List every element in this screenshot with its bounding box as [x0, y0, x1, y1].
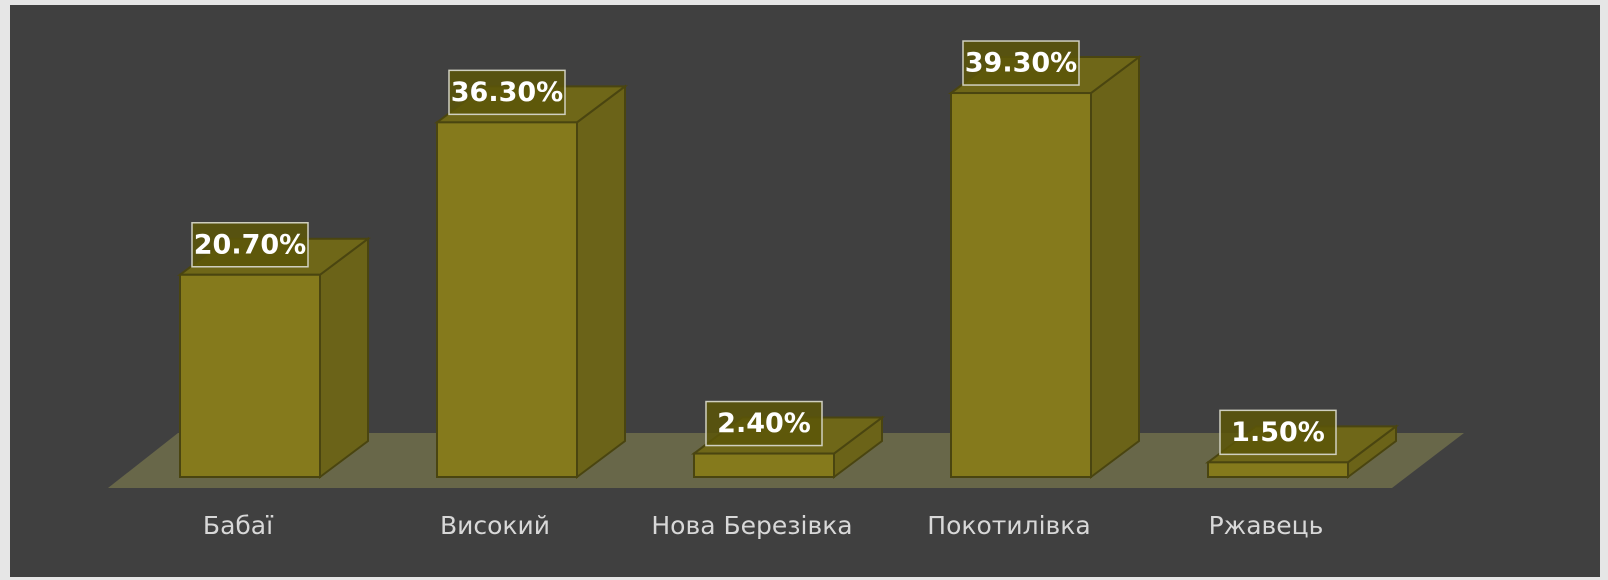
- value-label-box: [191, 222, 309, 268]
- value-label: 2.40%: [717, 408, 811, 439]
- x-tick-label: Ржавець: [1209, 511, 1324, 540]
- bar: [1207, 461, 1349, 479]
- x-tick-label: Нова Березівка: [651, 511, 852, 540]
- bar-side: [576, 84, 626, 479]
- value-label: 39.30%: [965, 48, 1077, 79]
- value-label: 1.50%: [1231, 417, 1325, 448]
- bar: [436, 121, 578, 478]
- bar: [950, 92, 1092, 478]
- bar-side: [319, 236, 369, 479]
- x-tick-label: Покотилівка: [927, 511, 1090, 540]
- value-label: 20.70%: [194, 229, 306, 260]
- value-label: 36.30%: [451, 77, 563, 108]
- value-label-box: [962, 40, 1080, 86]
- x-tick-label: Високий: [440, 511, 550, 540]
- bar: [693, 452, 835, 479]
- value-label-box: [705, 400, 823, 447]
- value-label-box: [1219, 409, 1337, 456]
- bar: [179, 273, 321, 478]
- value-label-box: [448, 69, 566, 116]
- bar-side: [1090, 55, 1140, 479]
- x-tick-label: Бабаї: [203, 511, 274, 540]
